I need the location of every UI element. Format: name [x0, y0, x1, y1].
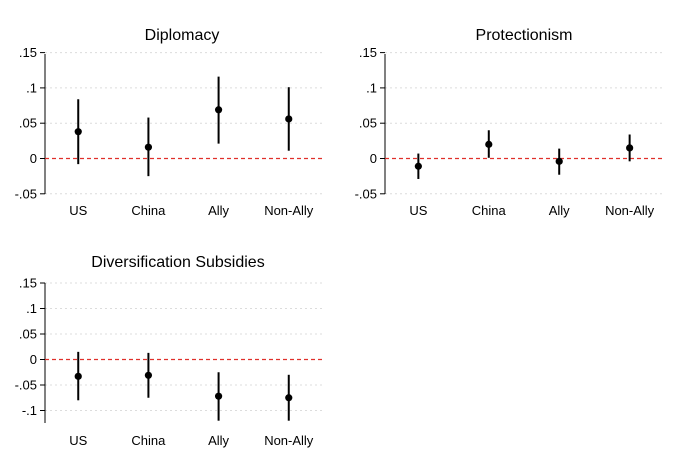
y-tick-label: .05	[359, 116, 377, 131]
chart-panel-1: Diplomacy -.05 0 .05 .1 .15 US China Ally Non-All…	[15, 27, 322, 218]
point-estimate-us	[74, 128, 82, 136]
chart-panel-2: Protectionism -.05 0 .05 .1 .15 US China Ally Non…	[355, 27, 663, 218]
y-tick-label: -.05	[355, 186, 377, 201]
point-estimate-non-ally	[285, 394, 293, 402]
y-tick-label: .15	[359, 45, 377, 60]
y-tick-label: 0	[30, 151, 37, 166]
y-tick-label: -.1	[22, 403, 37, 418]
chart-title: Diplomacy	[145, 27, 220, 44]
y-tick-label: -.05	[15, 378, 37, 393]
x-tick-label: Non-Ally	[605, 203, 655, 218]
y-tick-label: .1	[26, 80, 37, 95]
x-tick-label: US	[69, 203, 87, 218]
y-tick-label: .05	[19, 116, 37, 131]
point-estimate-china	[144, 143, 153, 151]
x-tick-label: Non-Ally	[264, 203, 314, 218]
y-tick-label: .1	[26, 301, 37, 316]
chart-title: Diversification Subsidies	[91, 254, 264, 271]
point-estimate-us	[74, 372, 82, 380]
point-estimate-china	[144, 371, 153, 379]
point-estimate-us	[414, 162, 422, 170]
point-estimate-ally	[214, 106, 223, 114]
x-tick-label: China	[131, 203, 166, 218]
y-tick-label: .1	[366, 80, 377, 95]
point-estimate-ally	[214, 392, 223, 400]
x-tick-label: Non-Ally	[264, 433, 314, 448]
x-tick-label: Ally	[549, 203, 570, 218]
y-tick-label: 0	[30, 352, 37, 367]
x-tick-label: China	[131, 433, 166, 448]
y-tick-label: .15	[19, 276, 37, 291]
chart-panel-3: Diversification Subsidies -.1 -.05 0 .05 .1 .1…	[15, 254, 322, 448]
point-estimate-china	[485, 140, 493, 148]
y-tick-label: 0	[370, 151, 377, 166]
x-tick-label: China	[472, 203, 507, 218]
chart-title: Protectionism	[476, 27, 573, 44]
point-estimate-non-ally	[626, 144, 634, 152]
x-tick-label: Ally	[208, 433, 229, 448]
x-tick-label: US	[409, 203, 427, 218]
y-tick-label: -.05	[15, 186, 37, 201]
x-tick-label: US	[69, 433, 87, 448]
x-tick-label: Ally	[208, 203, 229, 218]
y-tick-label: .05	[19, 327, 37, 342]
point-estimate-non-ally	[285, 115, 293, 123]
y-tick-label: .15	[19, 45, 37, 60]
point-estimate-ally	[555, 157, 563, 165]
